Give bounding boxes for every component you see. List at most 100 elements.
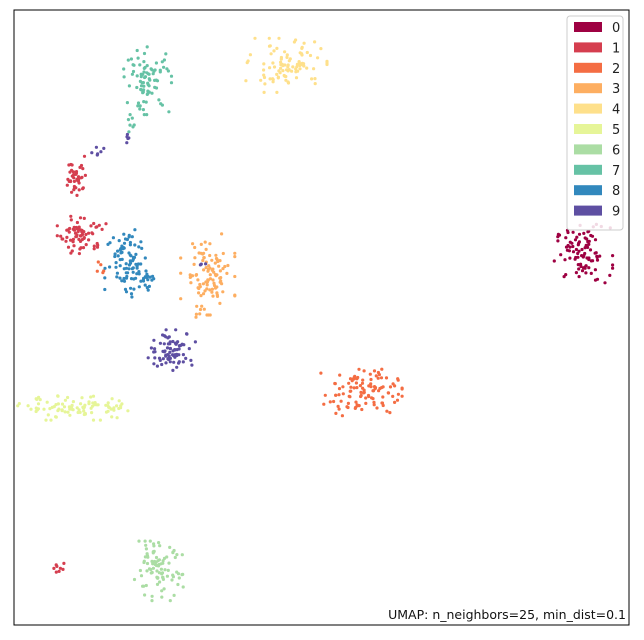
point bbox=[164, 52, 168, 56]
point bbox=[259, 78, 263, 82]
point bbox=[49, 418, 53, 422]
point bbox=[72, 244, 76, 248]
point bbox=[173, 555, 177, 560]
point bbox=[115, 275, 119, 279]
point bbox=[283, 63, 287, 67]
point bbox=[144, 583, 148, 588]
point bbox=[168, 545, 172, 550]
point bbox=[573, 238, 578, 242]
point bbox=[193, 256, 197, 260]
point bbox=[82, 230, 86, 234]
legend-swatch-8 bbox=[574, 185, 602, 196]
point bbox=[156, 576, 160, 580]
point bbox=[144, 269, 148, 273]
point bbox=[143, 555, 147, 559]
point bbox=[69, 251, 73, 255]
point bbox=[75, 234, 79, 238]
legend-label-7: 7 bbox=[612, 164, 620, 179]
point bbox=[595, 255, 599, 259]
point bbox=[110, 415, 114, 419]
point bbox=[170, 578, 174, 582]
point bbox=[84, 232, 88, 237]
point bbox=[124, 271, 128, 275]
point bbox=[140, 88, 144, 92]
point bbox=[127, 130, 131, 134]
point bbox=[291, 65, 295, 69]
point bbox=[153, 350, 157, 354]
point bbox=[60, 237, 64, 241]
point bbox=[562, 275, 566, 279]
point bbox=[103, 276, 107, 280]
point bbox=[395, 398, 400, 402]
series-3 bbox=[179, 232, 237, 319]
point bbox=[201, 282, 205, 286]
point bbox=[87, 231, 91, 235]
point bbox=[157, 541, 161, 545]
point bbox=[268, 77, 272, 81]
point bbox=[221, 290, 225, 294]
point bbox=[263, 82, 267, 86]
point bbox=[64, 239, 68, 243]
point bbox=[90, 151, 94, 155]
point bbox=[279, 57, 283, 61]
point bbox=[355, 377, 359, 381]
point bbox=[391, 394, 395, 398]
point bbox=[127, 84, 131, 88]
point bbox=[115, 271, 119, 275]
point bbox=[77, 237, 81, 241]
point bbox=[286, 80, 290, 84]
point bbox=[159, 567, 163, 571]
point bbox=[116, 249, 120, 253]
point bbox=[302, 41, 306, 45]
point bbox=[214, 274, 218, 278]
point bbox=[123, 237, 128, 241]
point bbox=[106, 401, 110, 405]
point bbox=[189, 358, 193, 362]
point bbox=[144, 100, 148, 104]
point bbox=[208, 242, 212, 246]
point bbox=[221, 267, 225, 271]
point bbox=[29, 407, 33, 411]
point bbox=[103, 287, 107, 292]
point bbox=[233, 251, 237, 255]
point bbox=[71, 237, 75, 241]
point bbox=[180, 553, 184, 557]
point bbox=[122, 75, 126, 79]
point bbox=[177, 360, 181, 364]
point bbox=[99, 263, 103, 267]
point bbox=[158, 341, 162, 345]
point bbox=[179, 297, 183, 301]
point bbox=[154, 555, 159, 560]
point bbox=[586, 240, 590, 244]
point bbox=[215, 293, 219, 297]
point bbox=[139, 240, 143, 244]
point bbox=[197, 251, 201, 255]
point bbox=[138, 79, 142, 83]
point bbox=[341, 385, 345, 389]
point bbox=[576, 255, 580, 259]
point bbox=[211, 267, 215, 271]
point bbox=[160, 60, 164, 64]
point bbox=[119, 404, 123, 408]
point bbox=[113, 254, 117, 259]
legend-label-0: 0 bbox=[612, 21, 620, 36]
point bbox=[168, 347, 172, 351]
point bbox=[190, 274, 195, 278]
point bbox=[161, 357, 165, 361]
point bbox=[362, 388, 366, 392]
point bbox=[611, 254, 615, 258]
point bbox=[60, 402, 65, 406]
point bbox=[55, 234, 59, 238]
point bbox=[220, 282, 224, 286]
point bbox=[277, 69, 281, 73]
point bbox=[129, 57, 133, 61]
point bbox=[110, 397, 114, 401]
point bbox=[143, 75, 147, 80]
point bbox=[180, 342, 184, 346]
point bbox=[285, 55, 289, 60]
point bbox=[135, 74, 139, 78]
point bbox=[194, 315, 198, 319]
point bbox=[275, 72, 279, 76]
point bbox=[294, 67, 298, 71]
point bbox=[117, 399, 121, 403]
